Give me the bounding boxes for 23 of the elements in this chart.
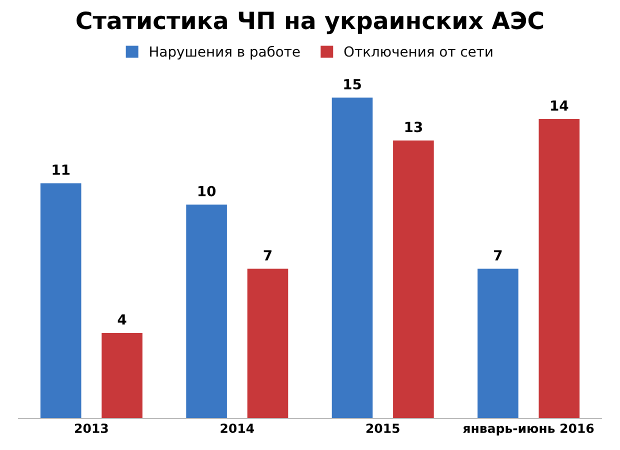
data-label: 15	[344, 79, 361, 90]
x-tick-label: 2015	[366, 424, 400, 434]
data-label: 14	[551, 100, 568, 111]
legend-label: Отключения от сети	[344, 46, 492, 57]
bar	[186, 204, 227, 418]
bar	[102, 332, 142, 418]
bar	[40, 183, 82, 418]
chart-title: Статистика ЧП на украинских АЭС	[76, 11, 544, 34]
bar	[393, 140, 434, 418]
legend-label: Нарушения в работе	[150, 46, 300, 60]
x-tick-label: 2014	[220, 424, 254, 434]
bar	[332, 98, 373, 418]
data-label: 7	[264, 250, 272, 260]
bar	[247, 268, 288, 418]
data-label: 13	[405, 122, 422, 132]
bar	[538, 119, 580, 418]
x-tick-label: январь-июнь 2016	[463, 424, 594, 436]
data-label: 10	[198, 186, 216, 196]
data-label: 7	[494, 250, 502, 260]
data-label: 11	[52, 164, 70, 175]
x-tick-label: 2013	[75, 424, 108, 434]
bar	[478, 268, 518, 418]
data-label: 4	[118, 314, 126, 324]
